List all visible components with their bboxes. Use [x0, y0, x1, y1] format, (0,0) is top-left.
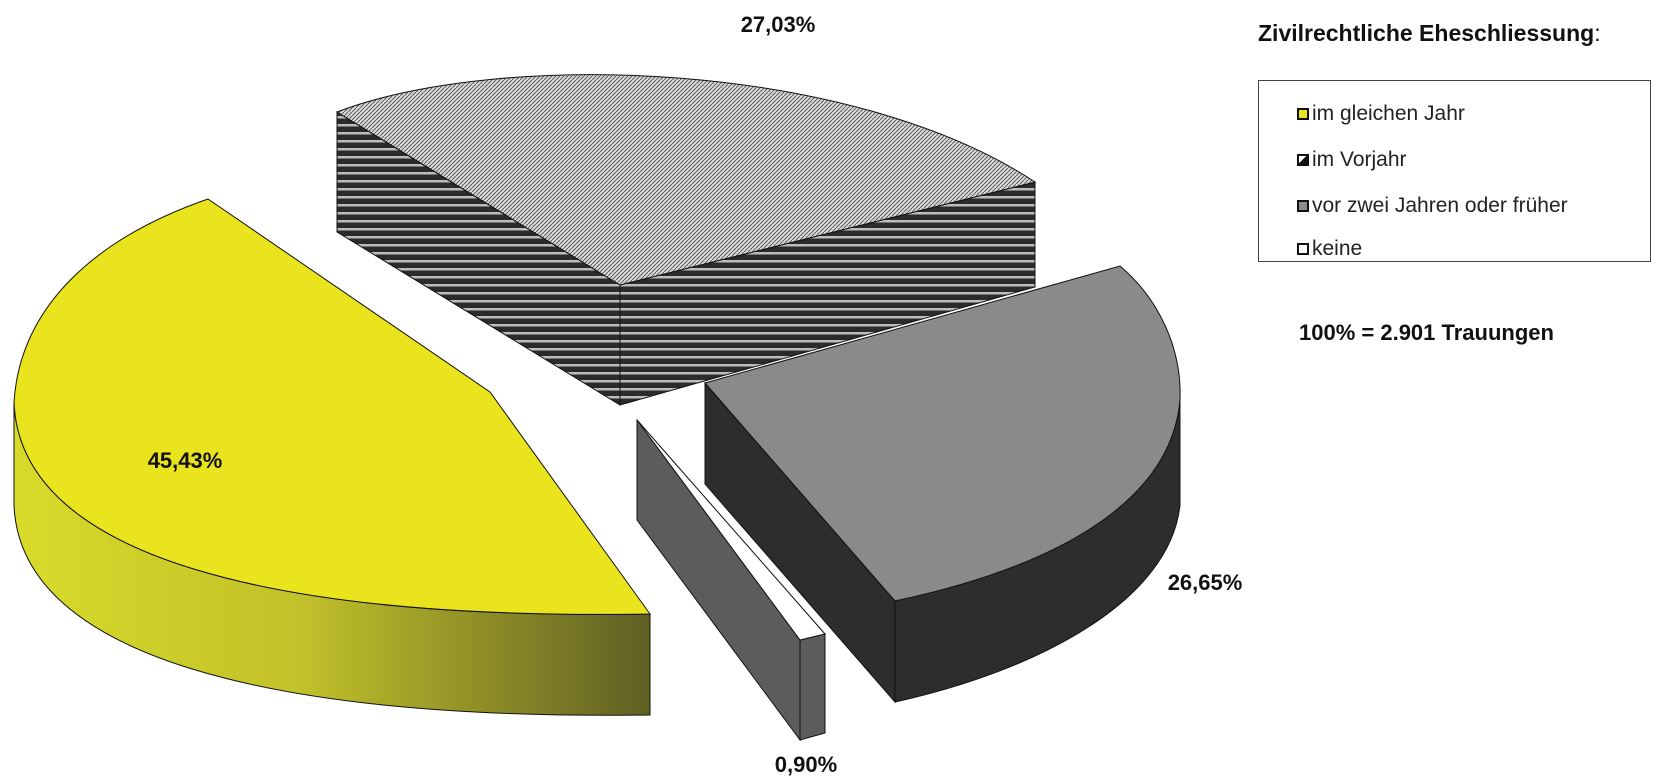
legend: im gleichen Jahr im Vorjahr vor zwei Jah…: [1258, 80, 1651, 262]
label-im-gleichen-jahr: 45,43%: [148, 448, 223, 473]
slice-im-vorjahr: [335, 74, 1037, 406]
slice-keine-top: [636, 419, 826, 641]
slice-im-gleichen-jahr-top: [13, 198, 651, 615]
slice-im-gleichen-jahr: [13, 198, 651, 716]
label-vor-zwei-jahren: 26,65%: [1168, 570, 1243, 595]
legend-swatch-gray: [1297, 200, 1309, 212]
legend-swatch-hatched: [1297, 154, 1309, 166]
slice-keine-rim: [799, 633, 826, 741]
slice-im-vorjahr-top: [335, 74, 1037, 286]
legend-item-vor-zwei-jahren: vor zwei Jahren oder früher: [1297, 194, 1568, 218]
legend-label: im Vorjahr: [1312, 148, 1407, 171]
total-note: 100% = 2.901 Trauungen: [1299, 320, 1554, 345]
legend-title-colon: :: [1594, 20, 1601, 46]
legend-item-keine: keine: [1297, 237, 1362, 261]
legend-swatch-yellow: [1297, 108, 1309, 120]
slice-vor-zwei-jahren: [704, 265, 1181, 704]
legend-title-text: Zivilrechtliche Eheschliessung: [1258, 20, 1595, 46]
label-im-vorjahr: 27,03%: [741, 12, 816, 37]
slice-keine: [636, 418, 826, 742]
legend-label: im gleichen Jahr: [1312, 102, 1465, 125]
legend-swatch-white: [1297, 243, 1309, 255]
slice-vor-zwei-jahren-top: [704, 265, 1181, 602]
legend-title: Zivilrechtliche Eheschliessung:: [1258, 20, 1601, 47]
legend-item-im-gleichen-jahr: im gleichen Jahr: [1297, 102, 1465, 126]
legend-item-im-vorjahr: im Vorjahr: [1297, 148, 1407, 172]
label-keine: 0,90%: [775, 752, 837, 776]
legend-label: vor zwei Jahren oder früher: [1312, 194, 1568, 217]
legend-label: keine: [1312, 237, 1363, 260]
